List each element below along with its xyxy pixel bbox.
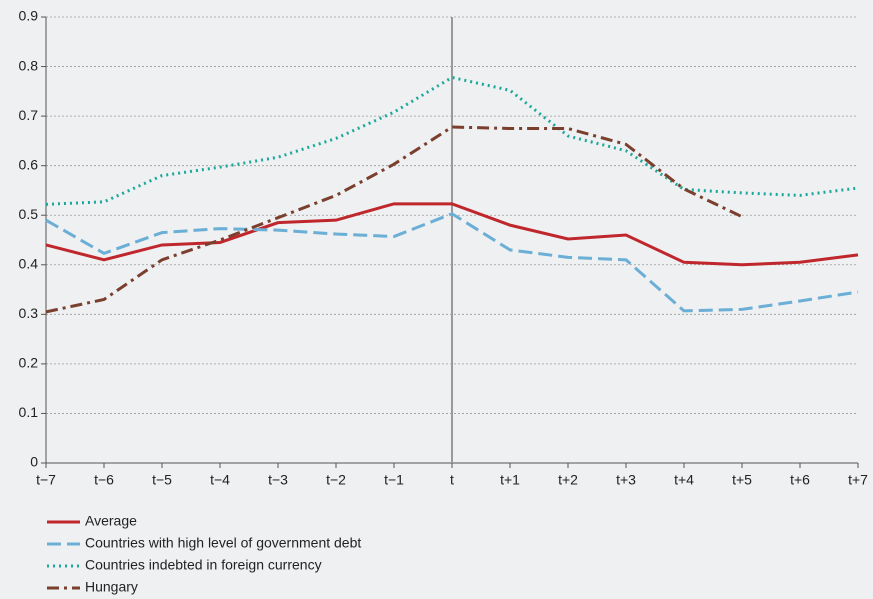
x-tick-label: t−7 <box>36 472 56 488</box>
y-tick-label: 0.3 <box>19 305 39 321</box>
x-tick-label: t+6 <box>790 472 810 488</box>
y-tick-label: 0.5 <box>19 206 39 222</box>
legend-label: Countries indebted in foreign currency <box>85 557 322 573</box>
x-tick-label: t−3 <box>268 472 288 488</box>
y-tick-label: 0.1 <box>19 404 39 420</box>
x-tick-label: t−1 <box>384 472 404 488</box>
x-tick-label: t+7 <box>848 472 868 488</box>
x-tick-label: t−4 <box>210 472 230 488</box>
y-tick-label: 0.6 <box>19 156 39 172</box>
x-tick-label: t+3 <box>616 472 636 488</box>
x-tick-label: t+1 <box>500 472 520 488</box>
legend-label: Hungary <box>85 579 138 595</box>
y-tick-label: 0.2 <box>19 355 39 371</box>
x-tick-label: t−2 <box>326 472 346 488</box>
series-line <box>45 202 859 267</box>
y-tick-label: 0.7 <box>19 107 39 123</box>
x-tick-label: t−5 <box>152 472 172 488</box>
y-tick-label: 0.9 <box>19 8 39 24</box>
legend-label: Countries with high level of government … <box>85 535 361 551</box>
y-tick-label: 0 <box>30 454 38 470</box>
series-line <box>45 212 859 313</box>
legend-label: Average <box>85 513 137 529</box>
x-tick-label: t+2 <box>558 472 578 488</box>
x-tick-label: t+4 <box>674 472 694 488</box>
x-tick-label: t−6 <box>94 472 114 488</box>
y-tick-label: 0.4 <box>19 255 39 271</box>
series-line <box>45 75 859 206</box>
x-tick-label: t+5 <box>732 472 752 488</box>
x-tick-label: t <box>450 472 454 488</box>
series-line <box>45 125 743 314</box>
y-tick-label: 0.8 <box>19 57 39 73</box>
